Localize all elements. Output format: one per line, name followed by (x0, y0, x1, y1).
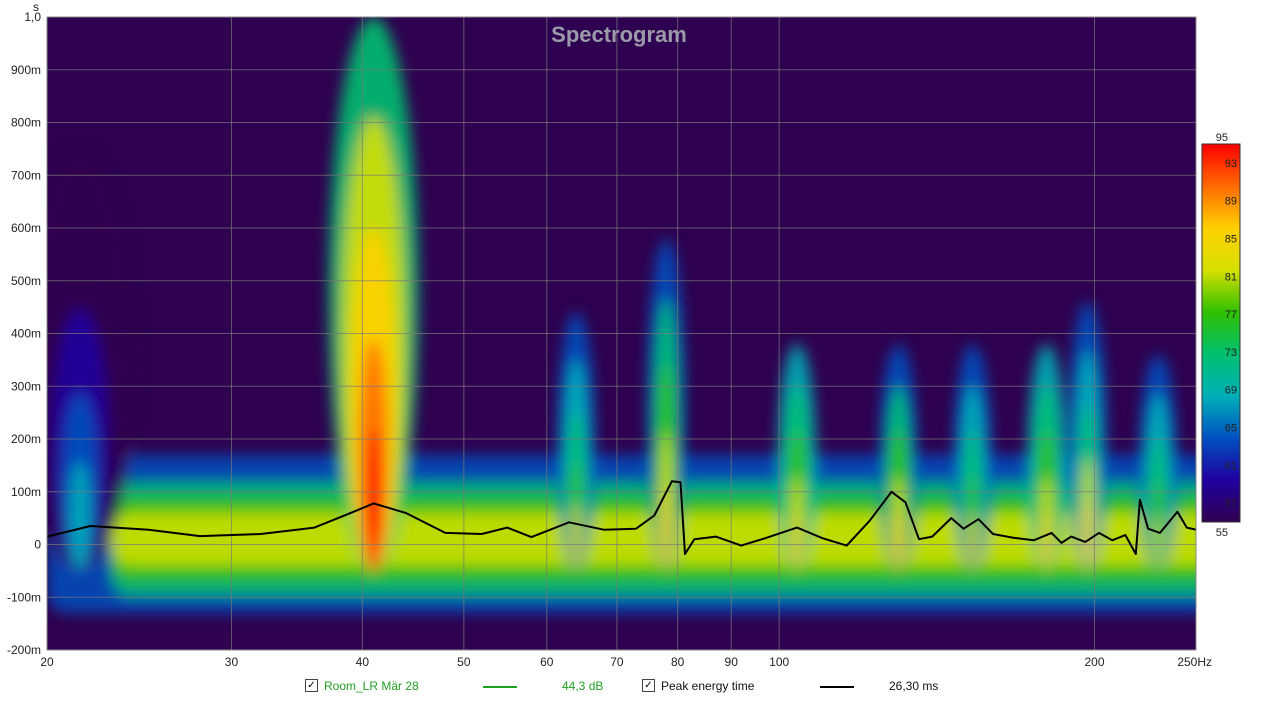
x-tick-label: 70 (610, 655, 624, 669)
y-axis-ticks: 1,0 900m 800m 700m 600m 500m 400m 300m 200m 100m 0… (7, 10, 41, 657)
colorbar-label: 95 (1216, 132, 1228, 144)
spectrogram-heatmap (47, 17, 1196, 614)
peak-energy-value: 26,30 ms (889, 679, 939, 693)
x-axis-ticks: 20 30 40 50 60 70 80 90 100 200 250Hz (40, 655, 1212, 669)
measurement-swatch (483, 686, 517, 688)
heat-plume (572, 503, 580, 571)
peak-energy-swatch (820, 686, 854, 688)
measurement-value: 44,3 dB (562, 679, 604, 693)
heat-plume (969, 511, 977, 571)
colorbar: 95 93 89 85 81 77 73 69 65 61 57 55 (1201, 132, 1241, 539)
y-unit-label: s (33, 0, 39, 14)
legend: ✓ Room_LR Mär 28 44,3 dB ✓ Peak energy t… (0, 678, 1273, 696)
x-tick-label: 200 (1084, 655, 1104, 669)
y-tick-label: 500m (11, 274, 41, 288)
y-tick-label: 400m (11, 327, 41, 341)
y-tick-label: 200m (11, 432, 41, 446)
heat-plume (1043, 511, 1050, 571)
y-tick-label: 300m (11, 379, 41, 393)
y-tick-label: 100m (11, 485, 41, 499)
y-tick-label: -100m (7, 590, 41, 604)
x-tick-label: 90 (725, 655, 739, 669)
colorbar-label: 85 (1225, 234, 1237, 246)
heat-plume (793, 511, 801, 571)
heat-plume (365, 426, 382, 571)
colorbar-label: 93 (1225, 158, 1237, 170)
x-tick-label: 20 (40, 655, 54, 669)
peak-energy-checkbox[interactable]: ✓ (642, 679, 655, 692)
y-tick-label: 600m (11, 221, 41, 235)
colorbar-gradient (1201, 143, 1241, 523)
chart-title: Spectrogram (551, 22, 687, 47)
x-tick-label: 80 (671, 655, 685, 669)
colorbar-label: 61 (1225, 460, 1237, 472)
series-layer (47, 480, 1196, 555)
x-tick-label: 30 (225, 655, 239, 669)
x-tick-label: 60 (540, 655, 554, 669)
colorbar-label: 89 (1225, 196, 1237, 208)
y-tick-label: 900m (11, 63, 41, 77)
colorbar-label: 57 (1225, 498, 1237, 510)
y-tick-label: 0 (34, 538, 41, 552)
colorbar-label: 65 (1225, 423, 1237, 435)
x-tick-label: 50 (457, 655, 471, 669)
colorbar-label: 81 (1225, 271, 1237, 283)
heat-plume (662, 484, 670, 571)
plot-frame (46, 16, 1197, 651)
colorbar-label: 77 (1225, 309, 1237, 321)
x-tick-label: 100 (769, 655, 789, 669)
y-tick-label: 700m (11, 168, 41, 182)
series-peak-energy-time (47, 480, 1196, 555)
y-tick-label: 800m (11, 116, 41, 130)
y-tick-label: 1,0 (24, 10, 41, 24)
heat-plume (895, 511, 902, 571)
measurement-label: Room_LR Mär 28 (324, 679, 419, 693)
peak-energy-label: Peak energy time (661, 679, 755, 693)
colorbar-label: 73 (1225, 347, 1237, 359)
colorbar-label: 69 (1225, 385, 1237, 397)
heat-plume (69, 461, 90, 571)
x-tick-label: 40 (356, 655, 370, 669)
heat-plume (1154, 514, 1162, 571)
colorbar-label: 55 (1216, 527, 1228, 539)
y-tick-label: -200m (7, 643, 41, 657)
heat-plume (1084, 500, 1092, 571)
x-tick-label: 250Hz (1177, 655, 1212, 669)
measurement-checkbox[interactable]: ✓ (305, 679, 318, 692)
grid-lines (47, 17, 1196, 650)
